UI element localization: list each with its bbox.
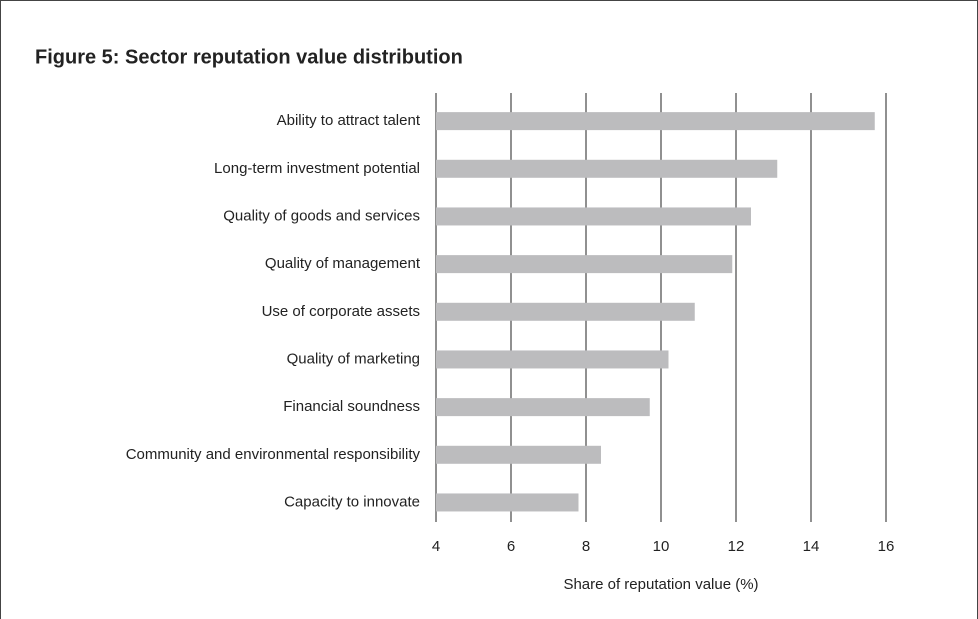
y-tick-label: Use of corporate assets (262, 303, 420, 320)
bar (436, 255, 733, 274)
y-tick-label: Long-term investment potential (214, 160, 420, 177)
y-tick-label: Quality of management (265, 255, 421, 272)
y-tick-label: Community and environmental responsibili… (126, 446, 421, 463)
chart-title: Figure 5: Sector reputation value distri… (35, 46, 463, 68)
bar (436, 159, 778, 178)
y-tick-label: Quality of goods and services (223, 207, 420, 224)
bar (436, 112, 875, 131)
x-tick-label: 14 (803, 538, 820, 555)
y-tick-label: Ability to attract talent (277, 112, 421, 129)
bar (436, 302, 695, 321)
bar (436, 350, 669, 369)
y-tick-label: Financial soundness (283, 398, 420, 415)
y-tick-label: Quality of marketing (287, 350, 420, 367)
x-tick-label: 16 (878, 538, 895, 555)
x-tick-label: 4 (432, 538, 440, 555)
x-tick-label: 12 (728, 538, 745, 555)
bar (436, 445, 601, 464)
bar (436, 398, 650, 417)
x-axis-label: Share of reputation value (%) (563, 576, 758, 593)
x-tick-label: 10 (653, 538, 670, 555)
bar (436, 207, 751, 226)
y-tick-label: Capacity to innovate (284, 493, 420, 510)
x-tick-label: 8 (582, 538, 590, 555)
bar (436, 493, 579, 512)
x-tick-label: 6 (507, 538, 515, 555)
